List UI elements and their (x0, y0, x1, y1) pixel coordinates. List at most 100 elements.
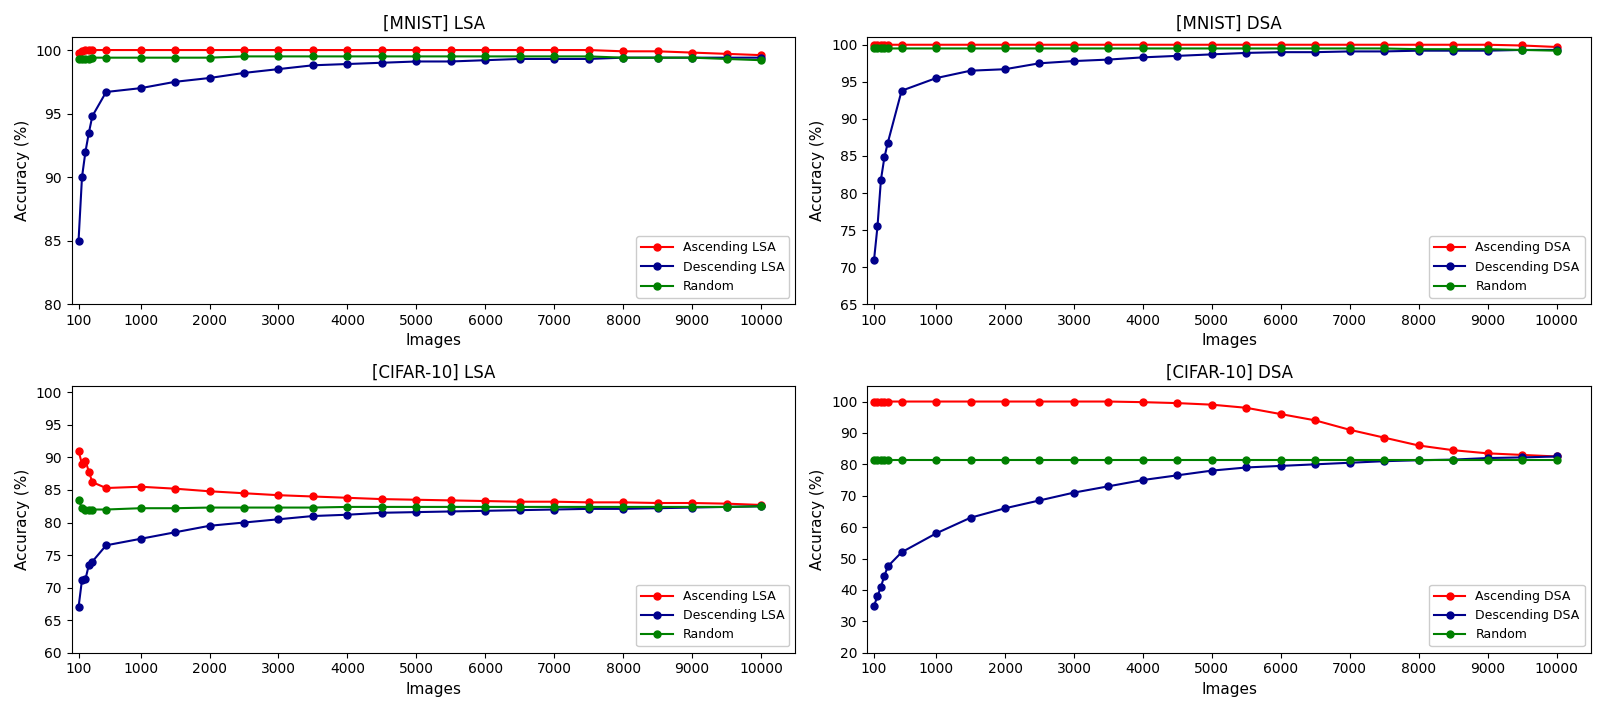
Random (891, 44, 910, 53)
Random (751, 502, 770, 511)
Random (1167, 456, 1186, 464)
Random (79, 55, 98, 63)
Ascending DSA (1374, 41, 1393, 49)
Ascending DSA (1270, 41, 1289, 49)
Random (510, 503, 530, 511)
Descending LSA (406, 508, 425, 516)
Descending LSA (510, 55, 530, 63)
Random (1236, 456, 1255, 464)
Ascending DSA (1443, 41, 1462, 49)
Ascending DSA (878, 397, 897, 406)
Descending LSA (69, 236, 88, 245)
Descending DSA (1305, 460, 1324, 468)
Random (268, 503, 287, 512)
Descending DSA (1374, 47, 1393, 56)
Descending LSA (96, 88, 116, 96)
Descending LSA (544, 506, 563, 514)
Random (165, 504, 185, 513)
Random (1512, 46, 1531, 54)
Descending DSA (1305, 48, 1324, 56)
Ascending LSA (234, 489, 254, 498)
Ascending LSA (96, 483, 116, 492)
Ascending LSA (337, 46, 356, 54)
Random (234, 52, 254, 61)
Ascending LSA (303, 492, 323, 501)
Ascending DSA (1546, 43, 1565, 51)
Descending LSA (751, 53, 770, 62)
Ascending DSA (875, 41, 894, 49)
Ascending LSA (79, 46, 98, 54)
Random (1339, 44, 1358, 53)
Descending LSA (682, 53, 701, 62)
Descending LSA (303, 61, 323, 70)
Ascending LSA (441, 496, 461, 505)
Random (1098, 456, 1117, 464)
Y-axis label: Accuracy (%): Accuracy (%) (14, 120, 30, 221)
Descending LSA (716, 53, 735, 62)
Ascending DSA (1133, 41, 1152, 49)
Random (79, 506, 98, 514)
Ascending LSA (72, 47, 91, 56)
Line: Random: Random (870, 45, 1558, 54)
Descending DSA (1546, 452, 1565, 461)
Title: [CIFAR-10] LSA: [CIFAR-10] LSA (372, 364, 494, 382)
Ascending DSA (1064, 397, 1083, 406)
Descending DSA (1443, 46, 1462, 55)
Y-axis label: Accuracy (%): Accuracy (%) (811, 120, 825, 221)
Title: [MNIST] LSA: [MNIST] LSA (382, 15, 485, 33)
Line: Random: Random (75, 496, 764, 513)
Descending LSA (268, 65, 287, 73)
Random (72, 504, 91, 513)
Descending LSA (372, 58, 392, 67)
Random (647, 53, 666, 62)
Descending DSA (891, 86, 910, 95)
Ascending DSA (872, 397, 891, 406)
Ascending DSA (1339, 41, 1358, 49)
Random (1270, 456, 1289, 464)
Descending LSA (268, 515, 287, 523)
Random (716, 503, 735, 511)
Legend: Ascending LSA, Descending LSA, Random: Ascending LSA, Descending LSA, Random (636, 236, 788, 298)
Ascending LSA (544, 46, 563, 54)
Descending LSA (75, 575, 95, 583)
Descending LSA (647, 504, 666, 513)
Random (960, 44, 979, 53)
Ascending DSA (1339, 426, 1358, 434)
Descending LSA (337, 511, 356, 519)
Random (69, 55, 88, 63)
Descending LSA (613, 53, 632, 62)
Random (544, 52, 563, 61)
Ascending LSA (132, 46, 151, 54)
Descending DSA (1512, 453, 1531, 461)
Random (926, 44, 945, 53)
X-axis label: Images: Images (1201, 333, 1257, 348)
Ascending LSA (199, 487, 218, 496)
Descending DSA (863, 602, 883, 610)
Random (751, 56, 770, 65)
Ascending LSA (96, 46, 116, 54)
Descending DSA (872, 175, 891, 184)
Random (199, 503, 218, 512)
Descending DSA (960, 66, 979, 75)
Random (1029, 44, 1048, 53)
Line: Ascending DSA: Ascending DSA (870, 398, 1558, 460)
Descending DSA (1098, 482, 1117, 491)
Descending LSA (199, 521, 218, 530)
Ascending LSA (579, 46, 599, 54)
Ascending LSA (613, 498, 632, 507)
Ascending LSA (69, 446, 88, 455)
Random (337, 52, 356, 61)
Random (475, 503, 494, 511)
Descending DSA (1029, 496, 1048, 505)
Random (1029, 456, 1048, 464)
Ascending DSA (891, 397, 910, 406)
Ascending LSA (79, 468, 98, 476)
Ascending DSA (891, 41, 910, 49)
Ascending LSA (406, 46, 425, 54)
Descending DSA (1443, 456, 1462, 464)
Ascending LSA (751, 501, 770, 509)
Title: [MNIST] DSA: [MNIST] DSA (1175, 15, 1281, 33)
Legend: Ascending DSA, Descending DSA, Random: Ascending DSA, Descending DSA, Random (1428, 585, 1584, 646)
Ascending LSA (75, 456, 95, 465)
Title: [CIFAR-10] DSA: [CIFAR-10] DSA (1165, 364, 1292, 382)
